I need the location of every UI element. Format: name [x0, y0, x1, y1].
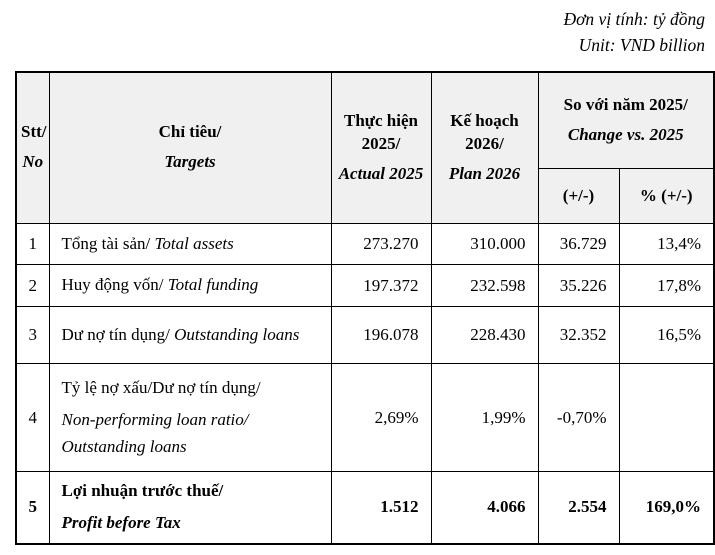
header-change-group-en: Change vs. 2025 [567, 124, 684, 144]
cell-change: 35.226 [537, 264, 620, 307]
cell-change-pct: 16,5% [618, 306, 715, 364]
header-targets: Chỉ tiêu/ Targets [48, 71, 332, 224]
cell-no: 1 [15, 223, 50, 265]
target-vi: Huy động vốn/ [61, 275, 164, 295]
header-stt-vi: Stt/ [21, 122, 47, 142]
cell-no: 3 [15, 306, 50, 364]
header-actual-vi: Thực hiện 2025/ [344, 110, 418, 153]
header-row-sub: (+/-) % (+/-) [16, 168, 715, 224]
cell-target: Dư nợ tín dụng/ Outstanding loans [48, 306, 332, 364]
header-plan-vi: Kế hoạch 2026/ [450, 110, 519, 153]
cell-change: 32.352 [537, 306, 620, 364]
cell-no: 4 [15, 363, 50, 472]
cell-no: 2 [15, 264, 50, 307]
targets-table: Stt/ No Chỉ tiêu/ Targets Thực hiện 2025… [15, 70, 715, 545]
cell-target: Tỷ lệ nợ xấu/Dư nợ tín dụng/ Non-perform… [48, 363, 332, 472]
cell-change: -0,70% [537, 363, 620, 472]
table-row-npl-ratio: 4 Tỷ lệ nợ xấu/Dư nợ tín dụng/ Non-perfo… [15, 363, 715, 472]
cell-change-pct: 169,0% [618, 471, 715, 544]
cell-plan: 4.066 [430, 471, 539, 544]
target-en: Total funding [167, 275, 259, 295]
table-row-total-assets: 1 Tổng tài sản/ Total assets 273.270 310… [15, 223, 715, 265]
cell-change-pct [618, 363, 715, 472]
cell-actual: 197.372 [330, 264, 432, 307]
cell-target: Huy động vốn/ Total funding [48, 264, 332, 307]
header-targets-vi: Chỉ tiêu/ [158, 122, 222, 142]
header-change-pct: % (+/-) [618, 168, 715, 224]
table-row-outstanding-loans: 3 Dư nợ tín dụng/ Outstanding loans 196.… [15, 306, 715, 364]
target-vi: Tỷ lệ nợ xấu/Dư nợ tín dụng/ [61, 377, 261, 397]
cell-change: 2.554 [537, 471, 620, 544]
target-vi: Dư nợ tín dụng/ [61, 324, 170, 344]
unit-note: Đơn vị tính: tỷ đồng Unit: VND billion [0, 0, 715, 59]
cell-plan: 310.000 [430, 223, 539, 265]
cell-plan: 232.598 [430, 264, 539, 307]
cell-target: Lợi nhuận trước thuế/ Profit before Tax [48, 471, 332, 544]
header-change-group: So với năm 2025/ Change vs. 2025 [537, 71, 715, 169]
cell-actual: 196.078 [330, 306, 432, 364]
header-change-abs: (+/-) [537, 168, 620, 224]
target-en: Non-performing loan ratio/ Outstanding l… [61, 410, 249, 456]
header-stt: Stt/ No [15, 71, 50, 224]
cell-no: 5 [15, 471, 50, 544]
cell-actual: 273.270 [330, 223, 432, 265]
header-actual-en: Actual 2025 [338, 163, 424, 183]
header-stt-en: No [22, 152, 44, 172]
cell-change-pct: 17,8% [618, 264, 715, 307]
cell-actual: 1.512 [330, 471, 432, 544]
target-en: Profit before Tax [61, 513, 181, 533]
header-targets-en: Targets [164, 152, 216, 172]
cell-change: 36.729 [537, 223, 620, 265]
header-row-group: Stt/ No Chỉ tiêu/ Targets Thực hiện 2025… [15, 71, 715, 224]
cell-plan: 228.430 [430, 306, 539, 364]
header-plan-2026: Kế hoạch 2026/ Plan 2026 [430, 71, 539, 224]
cell-plan: 1,99% [430, 363, 539, 472]
cell-change-pct: 13,4% [618, 223, 715, 265]
header-actual-2025: Thực hiện 2025/ Actual 2025 [330, 71, 432, 224]
cell-target: Tổng tài sản/ Total assets [48, 223, 332, 265]
unit-note-en: Unit: VND billion [578, 35, 705, 56]
target-en: Total assets [154, 233, 234, 253]
table-row-profit-before-tax: 5 Lợi nhuận trước thuế/ Profit before Ta… [15, 471, 715, 544]
unit-note-vi: Đơn vị tính: tỷ đồng [563, 9, 705, 29]
target-en: Outstanding loans [174, 324, 300, 344]
target-vi: Lợi nhuận trước thuế/ [61, 480, 224, 500]
header-change-group-vi: So với năm 2025/ [563, 94, 688, 114]
cell-actual: 2,69% [330, 363, 432, 472]
header-plan-en: Plan 2026 [448, 163, 521, 183]
table-row-total-funding: 2 Huy động vốn/ Total funding 197.372 23… [15, 264, 715, 307]
target-vi: Tổng tài sản/ [61, 233, 151, 253]
